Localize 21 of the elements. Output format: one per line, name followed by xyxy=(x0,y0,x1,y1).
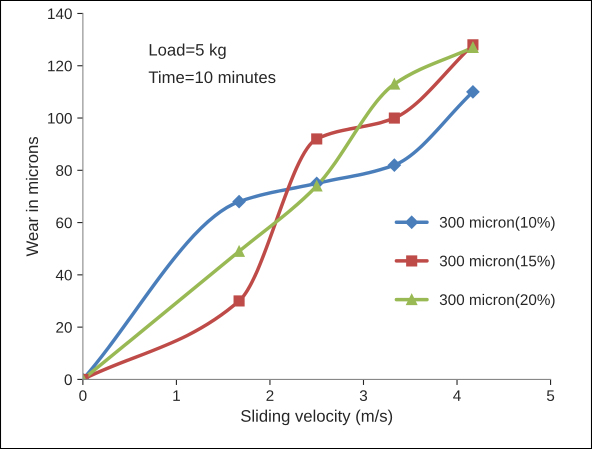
x-tick-label: 2 xyxy=(266,390,274,401)
y-tick-label: 40 xyxy=(56,270,72,281)
x-tick-label: 1 xyxy=(173,390,180,401)
x-tick-label: 4 xyxy=(453,390,461,401)
y-tick-label: 120 xyxy=(48,60,72,72)
legend-label: 300 micron(15%) xyxy=(440,255,555,270)
y-tick-label: 20 xyxy=(56,322,72,333)
x-axis-title: Sliding velocity (m/s) xyxy=(241,410,392,426)
x-tick-label: 0 xyxy=(79,390,87,402)
annotation: Load=5 kg xyxy=(150,43,226,60)
y-tick-label: 60 xyxy=(56,217,72,228)
y-axis-title: Wear in microns xyxy=(26,136,38,256)
y-tick-label: 80 xyxy=(56,165,72,176)
legend-label: 300 micron(10%) xyxy=(440,216,555,231)
y-tick-label: 0 xyxy=(64,374,72,386)
y-tick-label: 140 xyxy=(48,8,72,20)
x-tick-label: 3 xyxy=(360,390,368,402)
x-tick-label: 5 xyxy=(546,390,554,402)
y-tick-label: 100 xyxy=(48,112,72,124)
legend-label: 300 micron(20%) xyxy=(440,294,555,308)
annotation: Time=10 minutes xyxy=(148,70,276,84)
